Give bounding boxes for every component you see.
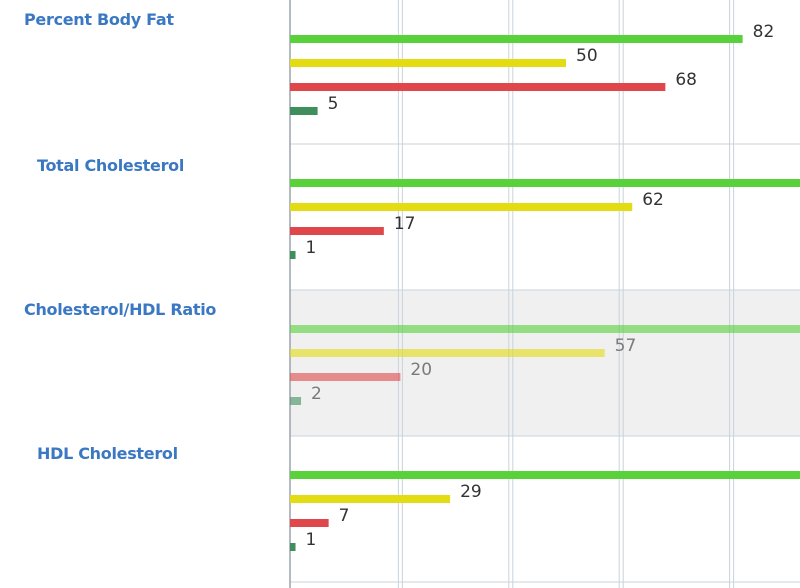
data-label: 20 [410,360,432,380]
bar [290,203,633,211]
data-label: 1 [306,530,317,550]
data-label: 7 [339,506,350,526]
data-label: 68 [675,70,697,90]
bar [290,471,800,479]
data-label: 62 [642,190,664,210]
data-label: 82 [753,22,775,42]
data-label: 2 [311,384,322,404]
bar [290,251,296,259]
bar [290,495,451,503]
highlight-band [290,290,800,436]
category-label: HDL Cholesterol [37,444,178,463]
bar [290,397,302,405]
data-label: 29 [460,482,482,502]
bar [290,349,605,357]
bar [290,179,800,187]
category-label: Percent Body Fat [24,10,174,29]
bar [290,59,566,67]
bar [290,107,318,115]
category-label: Total Cholesterol [37,156,185,175]
bar [290,325,800,333]
data-label: 50 [576,46,598,66]
data-label: 17 [394,214,416,234]
data-label: 57 [615,336,637,356]
bar [290,227,384,235]
data-label: 1 [306,238,317,258]
bar [290,83,666,91]
bar [290,543,296,551]
data-label: 5 [328,94,339,114]
bar [290,519,329,527]
category-label: Cholesterol/HDL Ratio [24,300,217,319]
bar [290,373,401,381]
bar [290,35,743,43]
